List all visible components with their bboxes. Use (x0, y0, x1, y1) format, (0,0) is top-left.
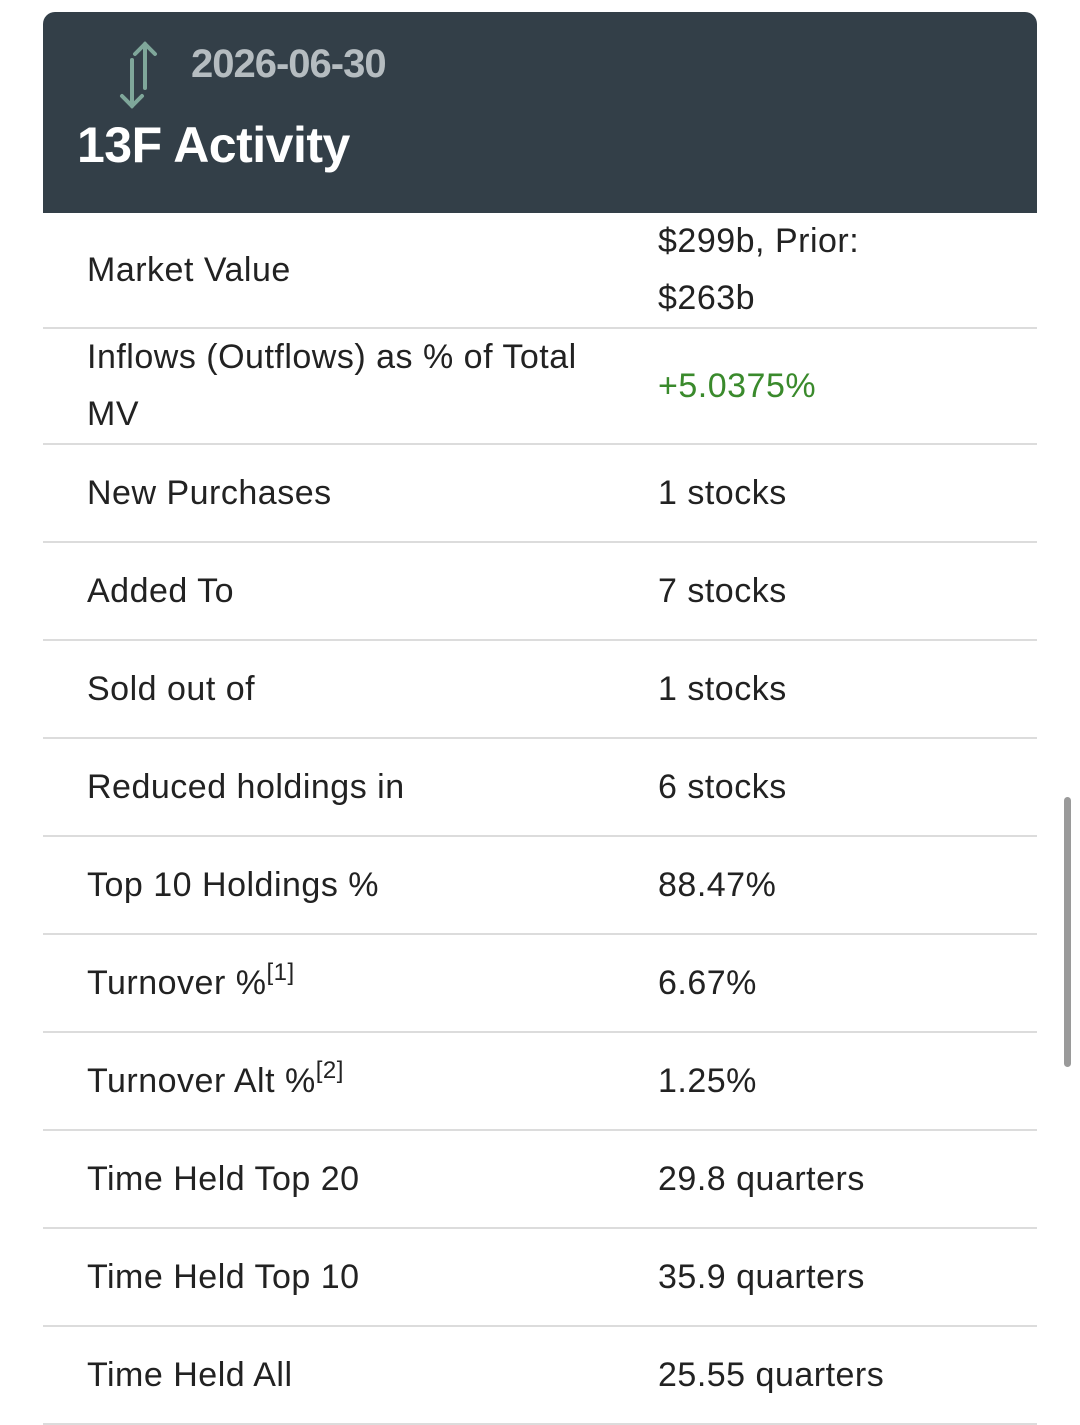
activity-card: 2026-06-30 13F Activity Market Value $299… (43, 12, 1037, 1425)
label-text: Turnover % (87, 963, 267, 1002)
table-row: Reduced holdings in 6 stocks (43, 739, 1037, 837)
row-value: 6 stocks (658, 767, 787, 806)
label-text: Added To (87, 571, 235, 610)
label-text: Turnover Alt % (87, 1061, 316, 1100)
row-value: 1 stocks (658, 669, 787, 708)
table-row: Turnover %[1] 6.67% (43, 935, 1037, 1033)
label-text: Market Value (87, 250, 291, 289)
activity-table: Market Value $299b, Prior: $263b Inflows (… (43, 213, 1037, 1425)
row-value: 29.8 quarters (658, 1159, 865, 1198)
scrollbar (1064, 797, 1071, 1067)
card-header: 2026-06-30 13F Activity (43, 12, 1037, 213)
row-label: Top 10 Holdings % (43, 857, 658, 914)
row-label: Turnover %[1] (43, 955, 658, 1012)
table-row: Inflows (Outflows) as % of Total MV +5.03… (43, 329, 1037, 445)
row-label: Market Value (43, 242, 658, 299)
row-label: Added To (43, 563, 658, 620)
row-label: Time Held Top 10 (43, 1249, 658, 1306)
row-label: Time Held All (43, 1347, 658, 1404)
table-row: Market Value $299b, Prior: $263b (43, 213, 1037, 329)
label-text: Time Held Top 10 (87, 1257, 360, 1296)
footnote-ref: [2] (315, 1056, 344, 1084)
row-label: Reduced holdings in (43, 759, 658, 816)
table-row: Top 10 Holdings % 88.47% (43, 837, 1037, 935)
table-row: Time Held All 25.55 quarters (43, 1327, 1037, 1425)
table-row: Sold out of 1 stocks (43, 641, 1037, 739)
label-text: Inflows (Outflows) as % of Total MV (87, 338, 577, 433)
row-value: 35.9 quarters (658, 1257, 865, 1296)
label-text: Sold out of (87, 669, 256, 708)
row-value: 1 stocks (658, 473, 787, 512)
row-value: $299b, Prior: $263b (658, 222, 860, 317)
label-text: Time Held All (87, 1355, 293, 1394)
label-text: Top 10 Holdings % (87, 865, 380, 904)
table-row: Time Held Top 10 35.9 quarters (43, 1229, 1037, 1327)
row-label: Time Held Top 20 (43, 1151, 658, 1208)
table-row: Added To 7 stocks (43, 543, 1037, 641)
row-value: +5.0375% (658, 366, 817, 405)
report-date: 2026-06-30 (191, 42, 387, 86)
row-value: 1.25% (658, 1061, 757, 1100)
row-value: 25.55 quarters (658, 1355, 885, 1394)
footnote-ref: [1] (266, 958, 295, 986)
row-value: 88.47% (658, 865, 777, 904)
activity-icon (120, 41, 157, 109)
label-text: Time Held Top 20 (87, 1159, 360, 1198)
table-row: New Purchases 1 stocks (43, 445, 1037, 543)
table-row: Time Held Top 20 29.8 quarters (43, 1131, 1037, 1229)
label-text: Reduced holdings in (87, 767, 405, 806)
table-row: Turnover Alt %[2] 1.25% (43, 1033, 1037, 1131)
row-label: Turnover Alt %[2] (43, 1053, 658, 1110)
row-value: 7 stocks (658, 571, 787, 610)
row-value: 6.67% (658, 963, 757, 1002)
card-title: 13F Activity (77, 117, 350, 173)
label-text: New Purchases (87, 473, 332, 512)
row-label: Inflows (Outflows) as % of Total MV (43, 329, 658, 443)
row-label: Sold out of (43, 661, 658, 718)
row-label: New Purchases (43, 465, 658, 522)
